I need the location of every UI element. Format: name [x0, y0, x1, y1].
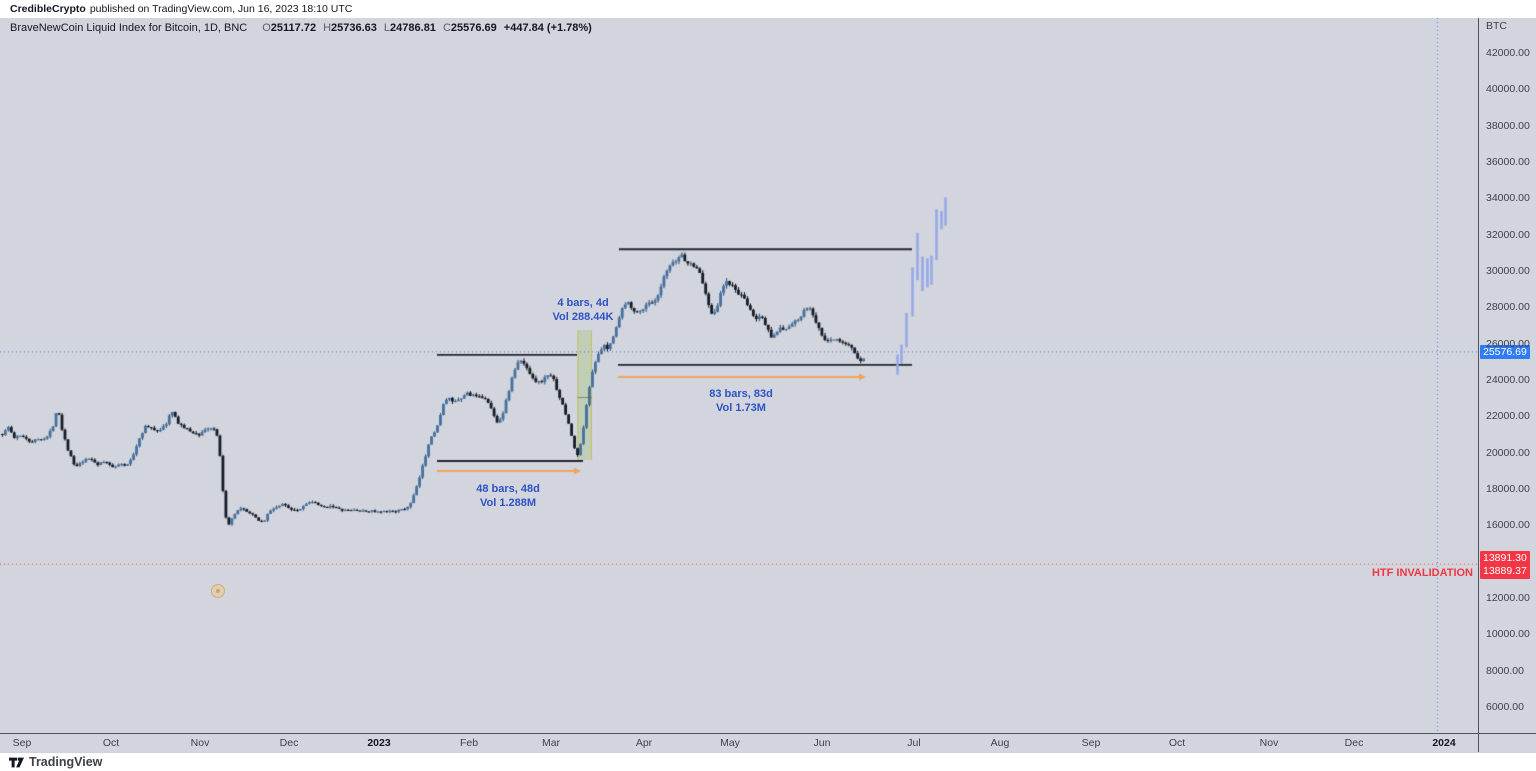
low-value: 24786.81 — [390, 22, 436, 34]
time-axis-label: Feb — [459, 737, 479, 749]
range-annotation-4bars: 4 bars, 4d Vol 288.44K — [553, 296, 614, 324]
invalidation-price-labels: 13891.30 13889.37 — [1480, 551, 1530, 579]
time-axis-label: Oct — [102, 737, 120, 749]
price-axis[interactable]: BTC 25576.69 13891.30 13889.37 42000.00 4… — [1478, 18, 1536, 752]
invalidation-price-top: 13891.30 — [1483, 552, 1527, 564]
current-price-label: 25576.69 — [1480, 345, 1530, 359]
close-label: C — [442, 22, 451, 34]
time-axis-label: Dec — [279, 737, 299, 749]
publisher-author: CredibleCrypto — [10, 3, 86, 15]
price-axis-label: 16000.00 — [1486, 519, 1530, 532]
sticker-glyph — [215, 588, 220, 593]
time-axis-label: Sep — [12, 737, 32, 749]
price-axis-label: 40000.00 — [1486, 83, 1530, 96]
footer-bar: TradingView — [0, 752, 1536, 771]
high-label: H — [323, 22, 332, 34]
time-axis-label: May — [720, 737, 740, 749]
time-axis-label: Apr — [635, 737, 653, 749]
htf-invalidation-label: HTF INVALIDATION — [1371, 567, 1473, 579]
time-axis-label: Mar — [541, 737, 561, 749]
range-annotation-bars: 83 bars, 83d — [709, 388, 773, 400]
price-axis-label: 34000.00 — [1486, 192, 1530, 205]
price-axis-label: 32000.00 — [1486, 228, 1530, 241]
time-axis-label: Nov — [190, 737, 210, 749]
price-axis-label: 38000.00 — [1486, 119, 1530, 132]
footer-brand-text[interactable]: TradingView — [29, 755, 103, 769]
price-axis-label: 18000.00 — [1486, 482, 1530, 495]
time-axis-label: Aug — [990, 737, 1010, 749]
range-annotation-volume: Vol 1.288M — [479, 497, 537, 509]
range-annotation-bars: 48 bars, 48d — [476, 483, 540, 495]
price-axis-label: 24000.00 — [1486, 374, 1530, 386]
chart-area: BraveNewCoin Liquid Index for Bitcoin, 1… — [0, 18, 1478, 733]
chart-sticker-icon — [211, 584, 225, 598]
price-axis-unit: BTC — [1486, 20, 1507, 32]
price-axis-label: 6000.00 — [1486, 700, 1524, 713]
price-axis-label: 42000.00 — [1486, 47, 1530, 60]
time-axis-label: 2024 — [1432, 737, 1456, 749]
publisher-text: published on TradingView.com, Jun 16, 20… — [89, 3, 353, 15]
open-label: O — [262, 22, 271, 34]
range-annotation-volume: Vol 1.73M — [716, 402, 766, 414]
price-axis-label: 8000.00 — [1486, 664, 1524, 677]
time-axis[interactable]: Sep Oct Nov Dec 2023 Feb Mar Apr May Jun Jul Aug Sep… — [0, 733, 1478, 752]
symbol-title: BraveNewCoin Liquid Index for Bitcoin, 1… — [10, 22, 248, 34]
price-chart-canvas[interactable] — [0, 18, 1478, 733]
price-axis-label: 30000.00 — [1486, 265, 1530, 278]
price-axis-label: 26000.00 — [1486, 337, 1530, 350]
price-axis-label: 22000.00 — [1486, 410, 1530, 423]
time-axis-label: Jul — [907, 737, 921, 749]
axis-corner — [1478, 733, 1536, 752]
range-annotation-48bars: 48 bars, 48d Vol 1.288M — [476, 482, 540, 510]
time-axis-label: Dec — [1344, 737, 1364, 749]
price-axis-label: 28000.00 — [1486, 301, 1530, 314]
time-axis-label: Oct — [1168, 737, 1186, 749]
tradingview-logo-icon[interactable] — [9, 756, 24, 769]
time-axis-label: Sep — [1081, 737, 1101, 749]
price-axis-label: 10000.00 — [1486, 628, 1530, 641]
price-axis-label: 12000.00 — [1486, 591, 1530, 604]
high-value: 25736.63 — [331, 22, 377, 34]
symbol-legend: BraveNewCoin Liquid Index for Bitcoin, 1… — [10, 22, 592, 34]
low-label: L — [383, 22, 391, 34]
open-value: 25117.72 — [270, 22, 317, 34]
price-axis-label: 20000.00 — [1486, 446, 1530, 459]
range-annotation-volume: Vol 288.44K — [552, 311, 614, 323]
invalidation-price-bottom: 13889.37 — [1483, 565, 1527, 577]
publisher-bar: CredibleCrypto published on TradingView.c… — [0, 0, 1536, 18]
time-axis-label: Nov — [1259, 737, 1279, 749]
price-axis-label: 36000.00 — [1486, 156, 1530, 169]
time-axis-label: Jun — [813, 737, 831, 749]
change-value: +447.84 (+1.78%) — [503, 22, 592, 34]
range-annotation-bars: 4 bars, 4d — [557, 297, 609, 309]
range-annotation-83bars: 83 bars, 83d Vol 1.73M — [709, 387, 773, 415]
close-value: 25576.69 — [450, 22, 497, 34]
time-axis-label: 2023 — [367, 737, 391, 749]
